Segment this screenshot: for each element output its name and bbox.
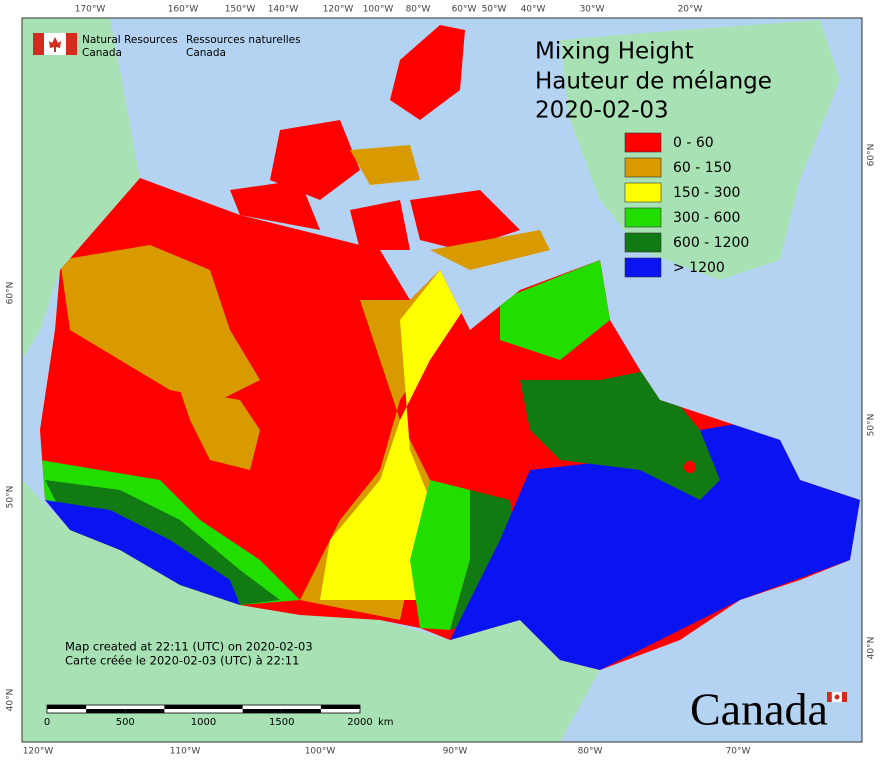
scale-segment [86, 709, 126, 713]
lon-label: 160°W [168, 5, 199, 15]
legend-label: 600 - 1200 [673, 235, 749, 251]
wordmark: Canada [690, 684, 828, 735]
title: Mixing Height [535, 39, 694, 65]
legend-label: 0 - 60 [673, 135, 714, 151]
scale-label: 0 [44, 717, 50, 728]
org-fr: Ressources naturelles [186, 34, 301, 46]
lon-label: 30°W [580, 5, 605, 15]
legend-swatch [624, 207, 662, 228]
scale-unit: km [378, 717, 394, 728]
title: 2020-02-03 [535, 98, 669, 124]
lon-label: 120°W [323, 5, 354, 15]
scale-label: 500 [116, 717, 135, 728]
legend-swatch [624, 257, 662, 278]
lon-label: 100°W [363, 5, 394, 15]
scale-segment [203, 705, 243, 709]
canada-zones [40, 178, 860, 670]
lon-label: 50°W [482, 5, 507, 15]
legend-label: > 1200 [673, 260, 725, 276]
scale-segment [47, 705, 87, 709]
lon-label: 90°W [443, 747, 468, 757]
footnote: Map created at 22:11 (UTC) on 2020-02-03 [65, 640, 313, 654]
arctic-island [430, 230, 550, 270]
map-frame [22, 18, 862, 742]
scale-segment [320, 705, 360, 709]
wordmark-flag [827, 691, 847, 703]
legend-label: 300 - 600 [673, 210, 740, 226]
lon-label: 170°W [75, 5, 106, 15]
hotspot [684, 461, 696, 473]
lon-label: 80°W [406, 5, 431, 15]
scale-segment [164, 705, 204, 709]
lon-label: 110°W [170, 747, 201, 757]
scale-segment [281, 709, 321, 713]
scale-segment [125, 709, 165, 713]
lat-label: 50°N [867, 414, 877, 437]
scale-segment [242, 709, 282, 713]
legend-label: 150 - 300 [673, 185, 740, 201]
lon-label: 140°W [268, 5, 299, 15]
lon-label: 100°W [305, 747, 336, 757]
scale-label: 1500 [269, 717, 294, 728]
lon-label: 60°W [452, 5, 477, 15]
lon-label: 20°W [678, 5, 703, 15]
legend-swatch [624, 132, 662, 153]
legend-swatch [624, 182, 662, 203]
lon-label: 80°W [578, 747, 603, 757]
usa [22, 480, 600, 742]
lon-label: 70°W [726, 747, 751, 757]
lon-label: 120°W [23, 747, 54, 757]
nrcan-flag [33, 33, 77, 55]
org-en: Canada [82, 47, 122, 59]
title: Hauteur de mélange [535, 69, 772, 95]
arctic-island [350, 145, 420, 185]
org-en: Natural Resources [82, 34, 178, 46]
alaska [22, 18, 140, 360]
frame [21, 17, 863, 743]
lat-label: 60°N [6, 282, 16, 305]
lat-label: 50°N [6, 486, 16, 509]
legend-label: 60 - 150 [673, 160, 732, 176]
footnote: Carte créée le 2020-02-03 (UTC) à 22:11 [65, 654, 299, 668]
lon-label: 150°W [225, 5, 256, 15]
scale-label: 1000 [191, 717, 216, 728]
legend-swatch [624, 232, 662, 253]
legend-swatch [624, 157, 662, 178]
scale-label: 2000 [347, 717, 372, 728]
lat-label: 40°N [867, 637, 877, 660]
lat-label: 40°N [6, 689, 16, 712]
org-fr: Canada [186, 47, 226, 59]
lat-label: 60°N [867, 144, 877, 167]
lon-label: 40°W [521, 5, 546, 15]
arctic-islands [230, 25, 520, 250]
